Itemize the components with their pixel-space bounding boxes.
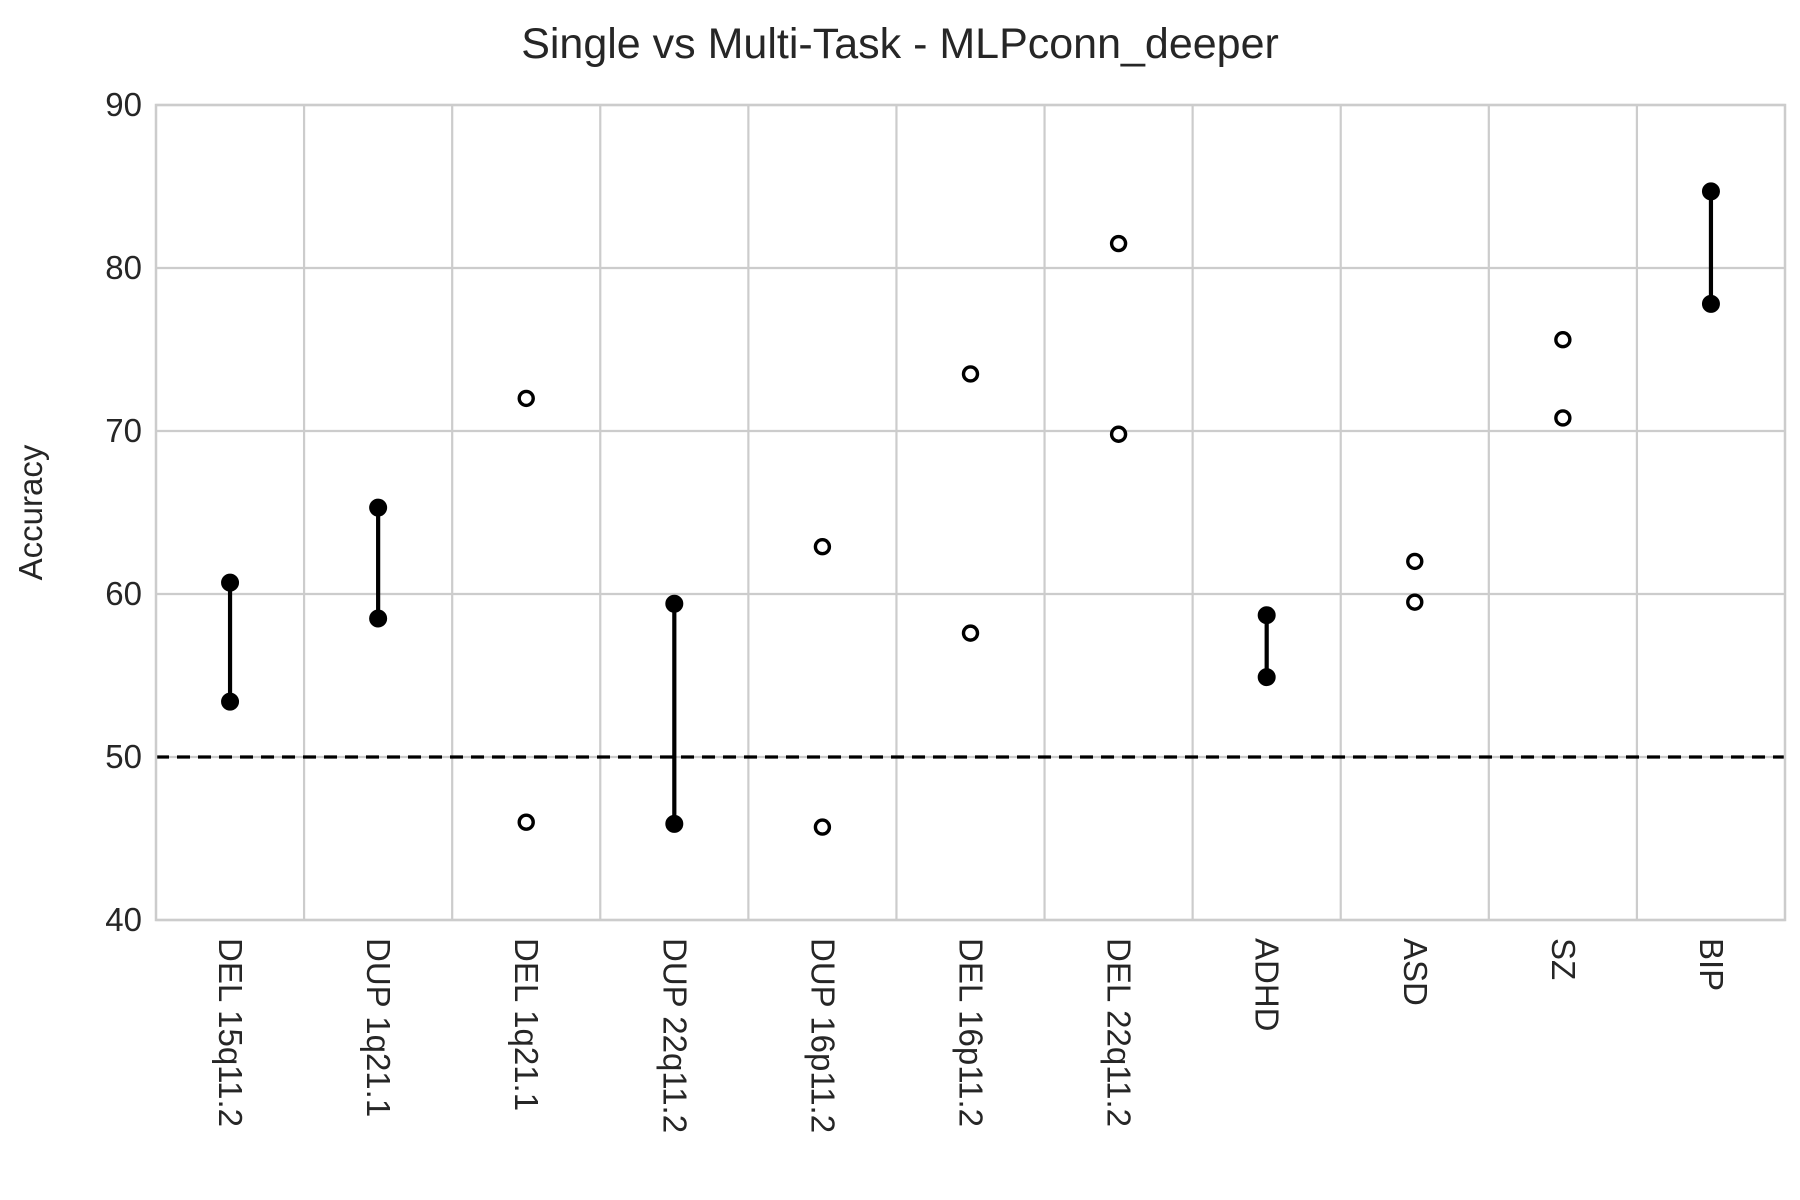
x-tick-label: DEL 22q11.2: [1101, 938, 1138, 1127]
x-tick-labels: DEL 15q11.2 DUP 1q21.1 DEL 1q21.1 DUP 22q11…: [212, 938, 1730, 1133]
data-point-lower: [1406, 593, 1424, 611]
data-point-upper: [1257, 606, 1276, 625]
y-tick-labels: 40 50 60 70 80 90: [105, 86, 142, 938]
plot-frame: [154, 103, 1787, 922]
data-point-upper: [1109, 234, 1128, 253]
x-tick-label: DEL 1q21.1: [508, 938, 545, 1111]
data-point-upper: [221, 573, 240, 592]
x-tick-label: DUP 1q21.1: [360, 938, 397, 1117]
data-point-upper: [1701, 182, 1720, 201]
x-tick-label: DUP 22q11.2: [656, 938, 693, 1133]
data-point-upper: [517, 389, 535, 408]
connector-layer: [227, 191, 1714, 824]
y-tick-label: 40: [105, 901, 142, 938]
x-tick-label: DEL 16p11.2: [953, 938, 990, 1127]
point-layer: [221, 182, 1720, 836]
data-point-lower: [221, 692, 240, 711]
y-tick-label: 80: [105, 249, 142, 286]
x-tick-label: DUP 16p11.2: [804, 938, 841, 1133]
y-tick-label: 60: [105, 575, 142, 612]
x-tick-label: ASD: [1397, 938, 1434, 1006]
data-point-upper: [961, 365, 980, 383]
data-point-upper: [1406, 552, 1424, 571]
y-tick-label: 70: [105, 412, 142, 449]
data-point-lower: [1257, 668, 1276, 687]
y-tick-label: 50: [105, 738, 142, 775]
data-point-lower: [813, 818, 832, 836]
data-point-upper: [1554, 331, 1572, 349]
y-axis-label: Accuracy: [12, 444, 49, 580]
data-point-lower: [1554, 409, 1572, 427]
data-point-lower: [1701, 294, 1720, 313]
x-tick-label: BIP: [1693, 938, 1730, 991]
data-point-lower: [961, 624, 980, 642]
data-point-upper: [813, 538, 832, 556]
data-point-upper: [665, 594, 684, 613]
data-point-lower: [369, 609, 388, 628]
x-tick-label: SZ: [1545, 938, 1582, 980]
x-tick-label: ADHD: [1249, 938, 1286, 1032]
data-point-lower: [1109, 425, 1128, 443]
y-tick-label: 90: [105, 86, 142, 123]
data-point-upper: [369, 498, 388, 517]
data-point-lower: [517, 813, 535, 831]
data-point-lower: [665, 814, 684, 833]
chart-title: Single vs Multi-Task - MLPconn_deeper: [521, 20, 1279, 68]
x-tick-label: DEL 15q11.2: [212, 938, 249, 1127]
